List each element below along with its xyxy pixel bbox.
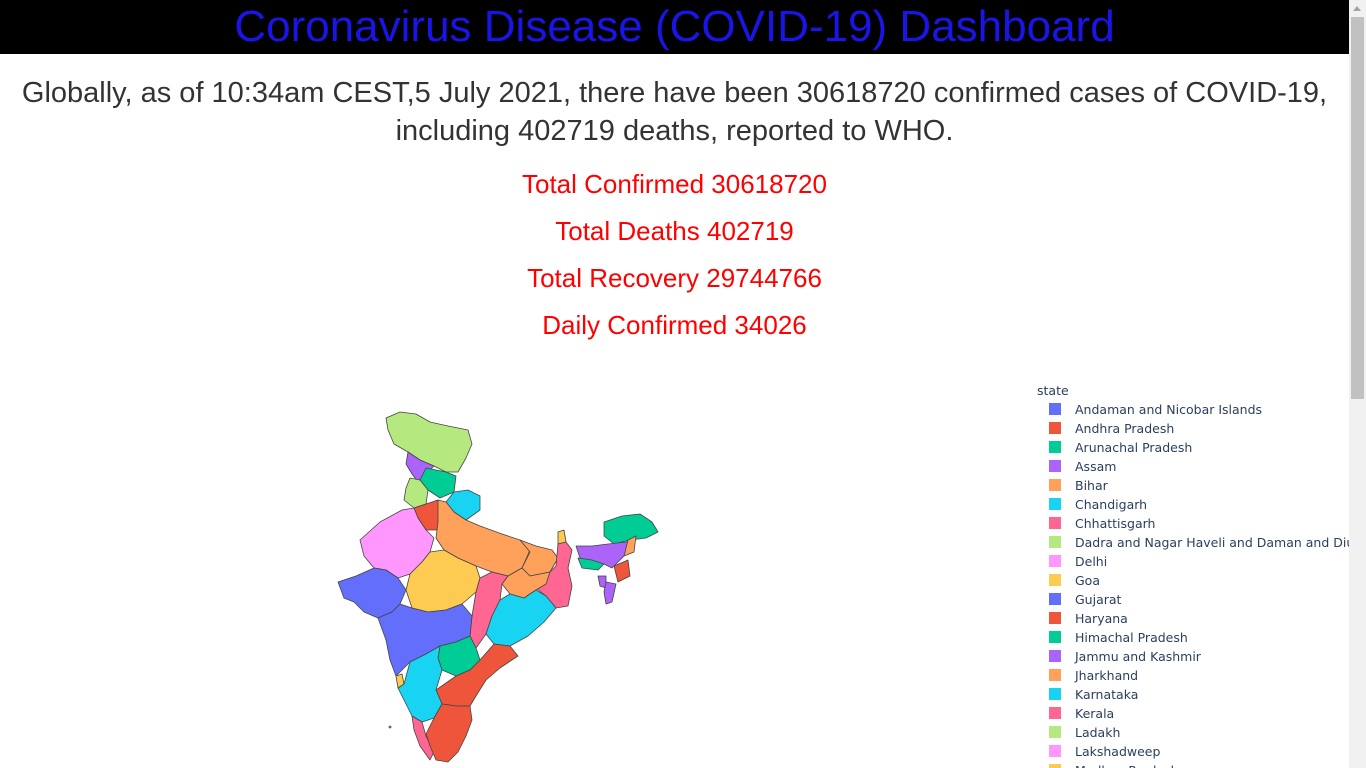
legend-label: Jharkhand: [1075, 668, 1139, 683]
daily-confirmed-stat: Daily Confirmed 34026: [542, 310, 807, 340]
legend-swatch: [1049, 707, 1061, 719]
legend-label: Himachal Pradesh: [1075, 630, 1188, 645]
legend-swatch: [1049, 422, 1061, 434]
region-ladakh: [385, 411, 473, 473]
legend-swatch: [1049, 650, 1061, 662]
legend-swatch: [1049, 536, 1061, 548]
legend-label: Goa: [1075, 573, 1100, 588]
scroll-up-arrow-icon[interactable]: [1349, 0, 1366, 17]
map-svg[interactable]: [330, 400, 670, 768]
legend-label: Kerala: [1075, 706, 1115, 721]
india-choropleth-map[interactable]: [330, 400, 670, 768]
legend-label: Karnataka: [1075, 687, 1139, 702]
legend-swatch: [1049, 688, 1061, 700]
total-confirmed-stat: Total Confirmed 30618720: [522, 169, 827, 199]
legend-label: Delhi: [1075, 554, 1108, 569]
legend-label: Gujarat: [1075, 592, 1122, 607]
legend-swatch: [1049, 403, 1061, 415]
scrollbar-thumb[interactable]: [1351, 17, 1364, 399]
legend-title: state: [1037, 383, 1069, 398]
total-recovery-stat: Total Recovery 29744766: [527, 263, 822, 293]
header-bar: Coronavirus Disease (COVID-19) Dashboard: [0, 0, 1349, 54]
legend-swatch: [1049, 745, 1061, 757]
legend-swatch: [1049, 631, 1061, 643]
legend: state Andaman and Nicobar Islands Andhra …: [1037, 381, 1349, 768]
scrollbar[interactable]: [1349, 0, 1366, 768]
legend-label: Bihar: [1075, 478, 1108, 493]
legend-swatch: [1049, 498, 1061, 510]
region-nagaland: [623, 535, 637, 557]
region-tamil-nadu: [425, 703, 473, 763]
legend-swatch: [1049, 441, 1061, 453]
legend-swatch: [1049, 764, 1061, 768]
legend-swatch: [1049, 574, 1061, 586]
region-odisha: [485, 589, 557, 647]
region-kerala: [411, 715, 435, 761]
legend-label: Lakshadweep: [1075, 744, 1161, 759]
region-jharkhand: [501, 567, 551, 599]
legend-swatch: [1049, 479, 1061, 491]
legend-label: Jammu and Kashmir: [1075, 649, 1201, 664]
legend-label: Andhra Pradesh: [1075, 421, 1175, 436]
legend-label: Dadra and Nagar Haveli and Daman and Diu: [1075, 535, 1349, 550]
legend-swatch: [1049, 726, 1061, 738]
total-deaths-stat: Total Deaths 402719: [555, 216, 794, 246]
legend-swatch: [1049, 612, 1061, 624]
region-mizoram: [603, 581, 617, 605]
region-manipur: [613, 559, 631, 583]
legend-swatch: [1049, 555, 1061, 567]
legend-label: Andaman and Nicobar Islands: [1075, 402, 1263, 417]
legend-label: Arunachal Pradesh: [1075, 440, 1193, 455]
region-lakshadweep: [388, 725, 392, 729]
legend-label: Chhattisgarh: [1075, 516, 1156, 531]
legend-swatch: [1049, 460, 1061, 472]
legend-label: Haryana: [1075, 611, 1128, 626]
region-arunachal: [603, 513, 659, 545]
dashboard-title: Coronavirus Disease (COVID-19) Dashboard: [234, 2, 1115, 51]
legend-swatch: [1049, 593, 1061, 605]
region-meghalaya: [577, 557, 605, 571]
legend-label: Chandigarh: [1075, 497, 1148, 512]
legend-label: Madhya Pradesh: [1075, 761, 1179, 768]
legend-swatch: [1049, 517, 1061, 529]
legend-swatch: [1049, 669, 1061, 681]
legend-label: Ladakh: [1075, 725, 1121, 740]
summary-text: Globally, as of 10:34am CEST,5 July 2021…: [21, 77, 1328, 147]
legend-label: Assam: [1075, 459, 1117, 474]
